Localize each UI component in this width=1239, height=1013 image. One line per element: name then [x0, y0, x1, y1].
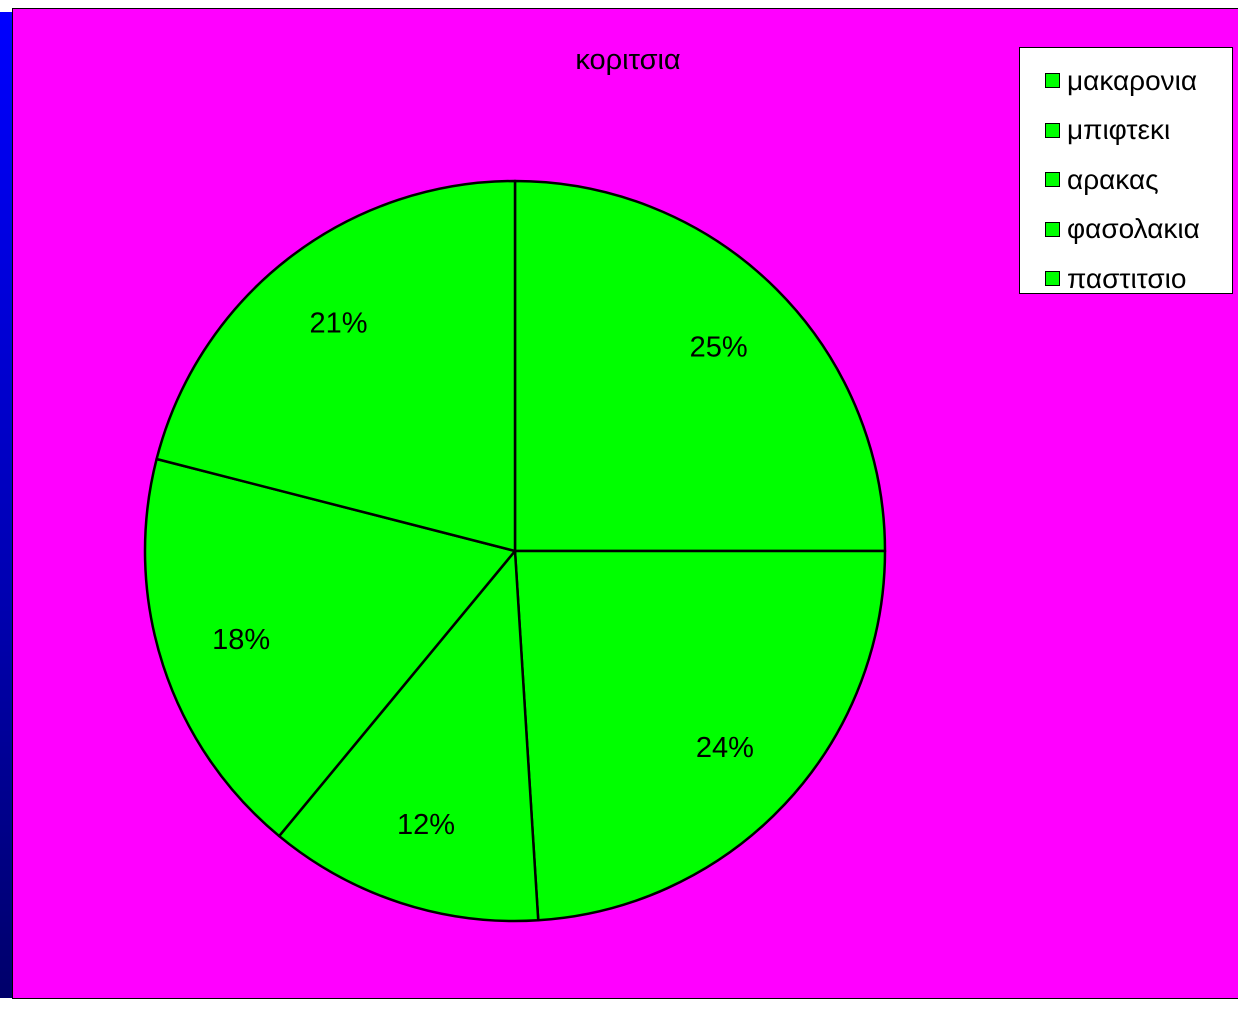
pie-slice: [513, 549, 887, 922]
legend-swatch: [1045, 73, 1060, 89]
side-bar: [0, 12, 12, 998]
slice-value-label: 21%: [309, 307, 367, 339]
legend-item: παστιτσιο: [1045, 254, 1232, 304]
slice-value-label: 25%: [690, 331, 748, 363]
legend-swatch: [1045, 172, 1060, 188]
legend-label: μπιφτεκι: [1067, 114, 1171, 146]
slice-value-label: 24%: [696, 732, 754, 764]
pie-slice: [277, 549, 540, 923]
legend-item: αρακας: [1045, 155, 1232, 205]
pie-slice: [143, 457, 517, 838]
pie-slice: [513, 179, 887, 553]
legend-swatch: [1045, 221, 1060, 237]
legend-item: φασολακια: [1045, 205, 1232, 255]
legend-label: φασολακια: [1067, 213, 1200, 245]
slice-value-label: 18%: [212, 624, 270, 656]
legend-swatch: [1045, 271, 1060, 287]
legend-swatch: [1045, 122, 1060, 138]
slice-value-label: 12%: [397, 809, 455, 841]
legend-label: παστιτσιο: [1067, 262, 1187, 294]
legend-label: αρακας: [1067, 163, 1159, 195]
legend-label: μακαρονια: [1067, 64, 1198, 96]
legend-item: μακαρονια: [1045, 56, 1232, 106]
chart-title: κοριτσια: [575, 44, 681, 76]
legend: μακαρονια μπιφτεκι αρακας φασολακια παστ…: [1019, 47, 1233, 294]
pie-slice: [155, 179, 517, 553]
legend-item: μπιφτεκι: [1045, 106, 1232, 156]
